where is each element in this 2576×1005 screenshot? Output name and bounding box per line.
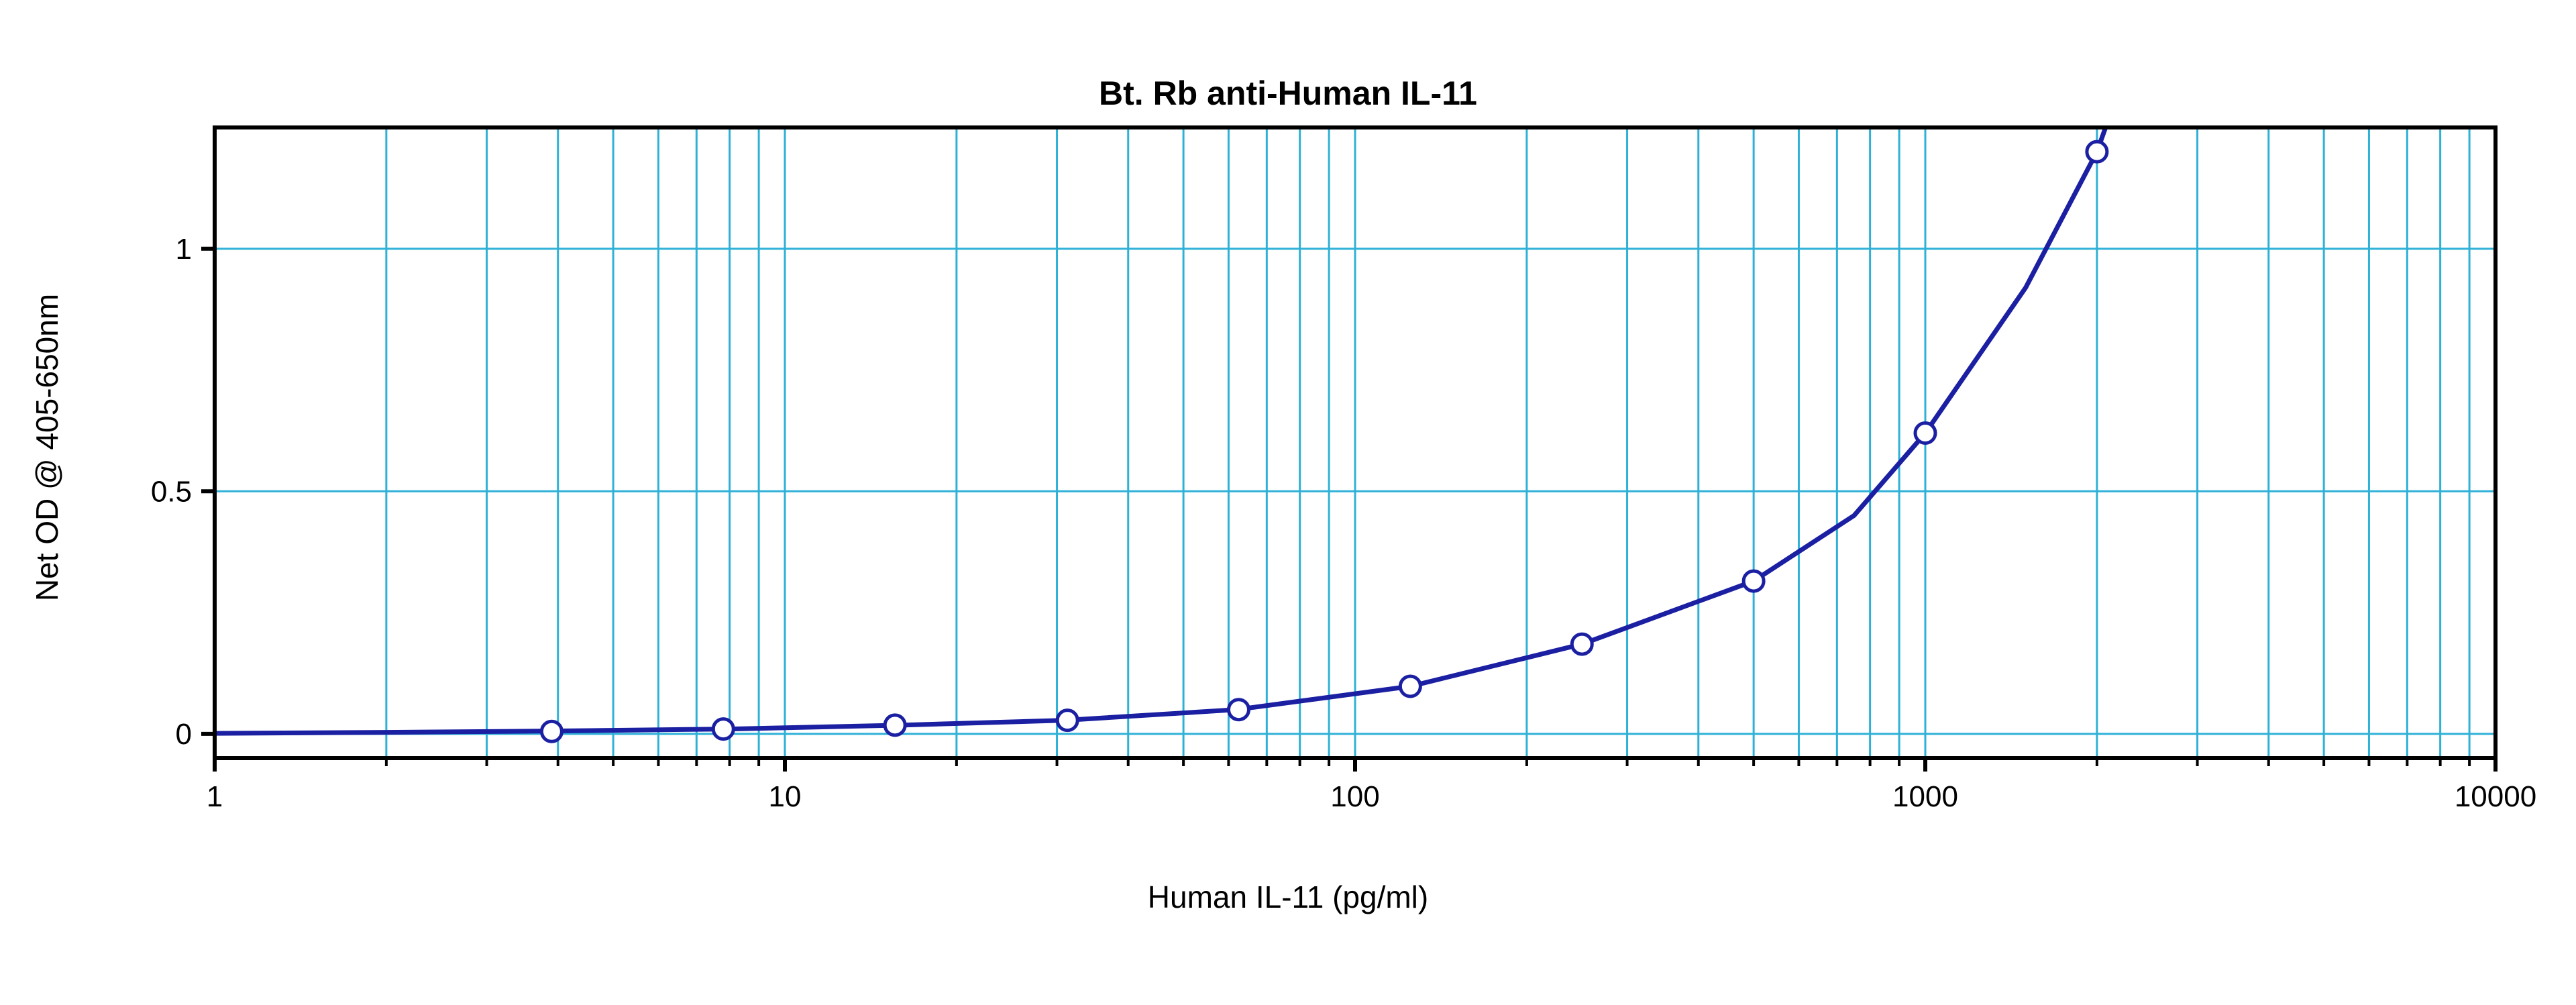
y-tick-label: 0.5 bbox=[151, 476, 192, 509]
x-tick-label: 100 bbox=[1330, 780, 1379, 813]
x-tick-label: 10000 bbox=[2455, 780, 2536, 813]
x-tick-label: 1 bbox=[207, 780, 223, 813]
y-tick-label: 0 bbox=[176, 718, 192, 751]
x-tick-label: 10 bbox=[769, 780, 802, 813]
y-tick-label: 1 bbox=[176, 233, 192, 266]
chart-container: Bt. Rb anti-Human IL-11 Human IL-11 (pg/… bbox=[0, 0, 2576, 1005]
x-tick-label: 1000 bbox=[1892, 780, 1958, 813]
plot-svg: 1 10 100 1000 10000 0 0.5 1 bbox=[0, 0, 2576, 1005]
